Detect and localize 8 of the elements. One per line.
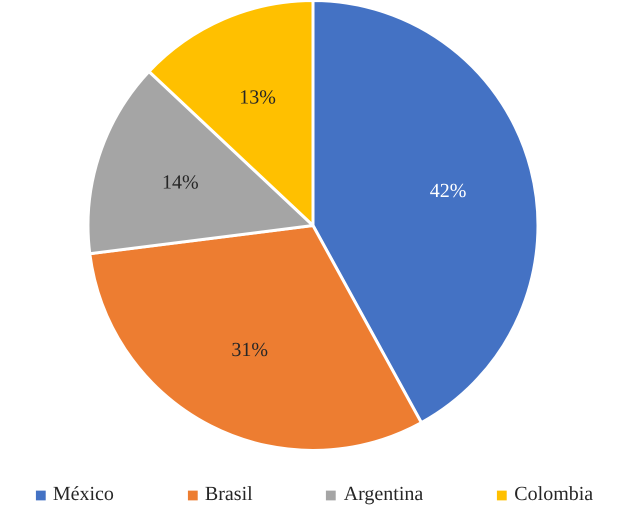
data-label: 14%	[162, 171, 199, 194]
data-label: 31%	[231, 338, 268, 361]
legend-label: México	[52, 483, 114, 506]
legend-label: Colombia	[514, 483, 594, 506]
data-label: 13%	[239, 86, 276, 108]
legend-label: Brasil	[204, 483, 253, 506]
legend-label: Argentina	[344, 483, 424, 506]
data-label: 42%	[430, 180, 466, 202]
